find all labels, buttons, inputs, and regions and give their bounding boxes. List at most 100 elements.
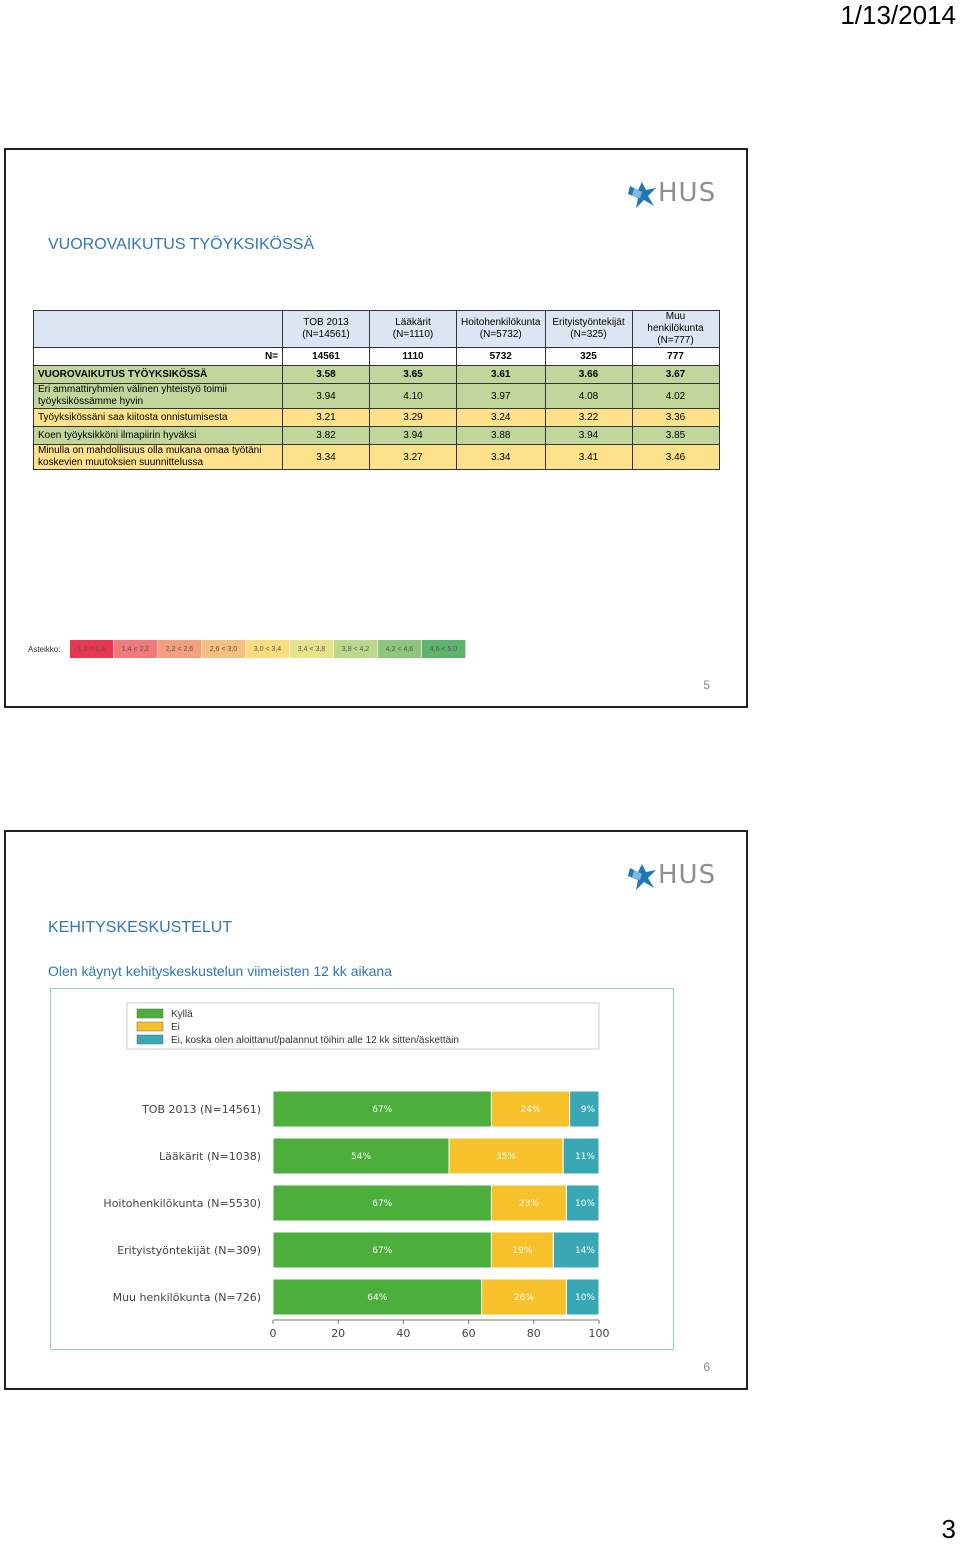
category-label: Hoitohenkilökunta (N=5530) xyxy=(103,1197,261,1210)
page-number: 3 xyxy=(941,1514,956,1544)
slide-6: HUS KEHITYSKESKUSTELUT Olen käynyt kehit… xyxy=(4,830,748,1390)
legend-box xyxy=(126,1002,600,1050)
data-label: 35% xyxy=(496,1152,516,1162)
legend-swatch xyxy=(136,1008,164,1019)
data-label: 67% xyxy=(372,1105,392,1115)
scale-cell: 2,6 < 3,0 xyxy=(202,640,246,658)
data-label: 24% xyxy=(521,1105,541,1115)
x-tick-label: 0 xyxy=(270,1327,277,1340)
row-label: Eri ammattiryhmien välinen yhteistyö toi… xyxy=(33,383,283,409)
x-tick-label: 60 xyxy=(462,1327,476,1340)
row-value: 3.67 xyxy=(631,365,720,384)
header-cell: TOB 2013 (N=14561) xyxy=(282,310,370,348)
legend-label: Ei, koska olen aloittanut/palannut töihi… xyxy=(171,1035,459,1046)
x-tick-label: 40 xyxy=(396,1327,410,1340)
header-cell: Lääkärit (N=1110) xyxy=(369,310,457,348)
category-label: Erityistyöntekijät (N=309) xyxy=(117,1244,261,1257)
data-label: 9% xyxy=(581,1105,596,1115)
slide-subtitle: Olen käynyt kehityskeskustelun viimeiste… xyxy=(48,963,392,979)
header-cell: Muu henkilökunta (N=777) xyxy=(631,310,720,348)
hus-logo-text: HUS xyxy=(658,178,717,208)
bar-segment xyxy=(272,1184,492,1222)
row-value: 3.24 xyxy=(456,408,546,427)
x-tick-label: 20 xyxy=(331,1327,345,1340)
n-value: 14561 xyxy=(282,347,370,366)
bar-segment xyxy=(565,1278,600,1316)
stacked-bar-chart: Kyllä Ei Ei, koska olen aloittanut/palannu… xyxy=(103,1002,610,1340)
data-label: 54% xyxy=(351,1152,371,1162)
page-date: 1/13/2014 xyxy=(840,0,956,30)
results-table: TOB 2013 (N=14561) Lääkärit (N=1110) Hoi… xyxy=(33,310,720,470)
bar-segment xyxy=(552,1231,600,1269)
data-label: 64% xyxy=(367,1293,387,1303)
row-value: 3.94 xyxy=(282,383,370,409)
header-cell: Erityistyöntekijät (N=325) xyxy=(544,310,633,348)
table-row: Minulla on mahdollisuus olla mukana omaa… xyxy=(33,444,720,470)
n-row: N= 14561 1110 5732 325 777 xyxy=(33,347,720,366)
row-value: 3.65 xyxy=(369,365,457,384)
table-header-row: TOB 2013 (N=14561) Lääkärit (N=1110) Hoi… xyxy=(33,310,720,348)
bar-segment xyxy=(272,1278,483,1316)
hus-logo: HUS xyxy=(628,178,715,212)
n-value: 5732 xyxy=(456,347,546,366)
scale-label: Asteikko: xyxy=(28,644,61,654)
header-cell: Hoitohenkilökunta (N=5732) xyxy=(456,310,546,348)
legend-label: Kyllä xyxy=(171,1009,193,1020)
n-label: N= xyxy=(33,347,283,366)
data-label: 19% xyxy=(512,1246,532,1256)
row-value: 3.29 xyxy=(369,408,457,427)
row-value: 3.34 xyxy=(456,444,546,470)
x-tick-label: 80 xyxy=(527,1327,541,1340)
hus-logo: HUS xyxy=(628,860,715,894)
data-label: 26% xyxy=(514,1293,534,1303)
category-label: Muu henkilökunta (N=726) xyxy=(113,1291,261,1304)
row-value: 3.46 xyxy=(631,444,720,470)
table-row: Eri ammattiryhmien välinen yhteistyö toi… xyxy=(33,383,720,409)
data-label: 14% xyxy=(575,1246,595,1256)
bar-segment xyxy=(565,1184,600,1222)
hus-logo-text: HUS xyxy=(658,860,717,890)
table-row: VUOROVAIKUTUS TYÖYKSIKÖSSÄ 3.58 3.65 3.6… xyxy=(33,365,720,384)
hus-cross-icon xyxy=(628,182,656,208)
n-value: 1110 xyxy=(369,347,457,366)
slide-title: KEHITYSKESKUSTELUT xyxy=(48,919,233,936)
row-value: 4.02 xyxy=(631,383,720,409)
row-value: 3.21 xyxy=(282,408,370,427)
row-value: 3.61 xyxy=(456,365,546,384)
row-value: 3.36 xyxy=(631,408,720,427)
header-blank-cell xyxy=(33,310,283,348)
slide-number: 5 xyxy=(703,678,710,692)
bar-segment xyxy=(569,1090,600,1128)
data-label: 23% xyxy=(519,1199,539,1209)
row-value: 3.27 xyxy=(369,444,457,470)
row-value: 4.08 xyxy=(544,383,633,409)
scale-cell: 3,8 < 4,2 xyxy=(334,640,378,658)
scale-cell: 1,0 < 1,4 xyxy=(70,640,114,658)
bar-segment xyxy=(490,1184,567,1222)
scale-cell: 4,2 < 4,6 xyxy=(378,640,422,658)
table-row: Koen työyksikköni ilmapiirin hyväksi 3.8… xyxy=(33,426,720,445)
row-label: Koen työyksikköni ilmapiirin hyväksi xyxy=(33,426,283,445)
data-label: 10% xyxy=(575,1293,595,1303)
bar-segment xyxy=(272,1090,492,1128)
category-label: Lääkärit (N=1038) xyxy=(159,1150,261,1163)
n-value: 325 xyxy=(544,347,633,366)
chart-frame: Kyllä Ei Ei, koska olen aloittanut/palannu… xyxy=(50,988,674,1350)
row-value: 3.88 xyxy=(456,426,546,445)
data-label: 67% xyxy=(372,1246,392,1256)
data-label: 67% xyxy=(372,1199,392,1209)
row-label: VUOROVAIKUTUS TYÖYKSIKÖSSÄ xyxy=(33,365,283,384)
legend-label: Ei xyxy=(171,1022,180,1033)
hus-cross-icon xyxy=(628,864,656,890)
x-tick-label: 100 xyxy=(589,1327,610,1340)
scale-cell: 3,0 < 3,4 xyxy=(246,640,290,658)
row-value: 3.66 xyxy=(544,365,633,384)
scale-cell: 1,4 < 2,2 xyxy=(114,640,158,658)
bar-segment xyxy=(490,1231,554,1269)
scale-cell: 2,2 < 2,6 xyxy=(158,640,202,658)
category-label: TOB 2013 (N=14561) xyxy=(141,1103,261,1116)
slide-5: HUS VUOROVAIKUTUS TYÖYKSIKÖSSÄ TOB 2013 … xyxy=(4,148,748,708)
data-label: 10% xyxy=(575,1199,595,1209)
scale-cell: 4,6 < 5,0 xyxy=(422,640,466,658)
legend-swatch xyxy=(136,1034,164,1045)
